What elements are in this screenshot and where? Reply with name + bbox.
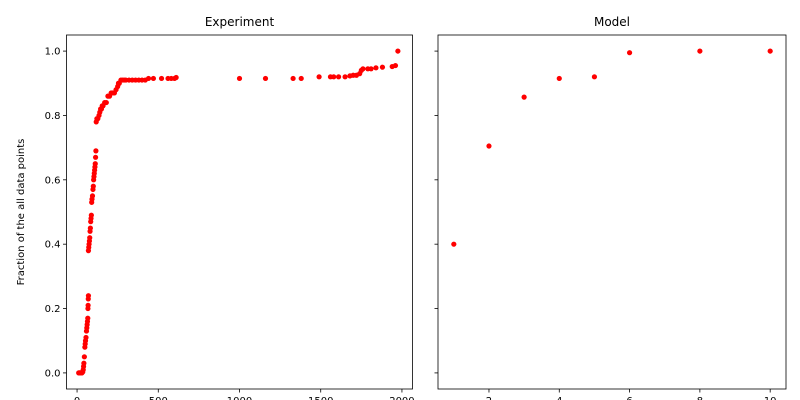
experiment-data-point (88, 212, 94, 218)
experiment-data-point (90, 183, 96, 189)
experiment-data-point (331, 74, 337, 80)
experiment-data-point (87, 225, 93, 231)
model-axes-frame (437, 34, 787, 390)
model-data-point (626, 50, 633, 56)
model-data-point (556, 75, 562, 82)
experiment-data-point (85, 302, 91, 308)
experiment-data-point (368, 66, 374, 72)
experiment-data-point (81, 360, 87, 366)
experiment-data-point (262, 75, 269, 82)
experiment-data-point (290, 75, 296, 82)
experiment-x-tick-label: 1500 (308, 396, 333, 400)
experiment-axes-frame (66, 34, 413, 390)
experiment-data-point (89, 193, 96, 199)
model-x-tick-label: 6 (626, 396, 632, 400)
experiment-data-point (87, 235, 93, 241)
experiment-x-tick-label: 1000 (227, 396, 252, 400)
experiment-data-point (93, 148, 99, 154)
experiment-y-tick-label: 0.4 (45, 240, 61, 251)
experiment-data-point (145, 75, 152, 82)
experiment-data-point (85, 293, 92, 299)
experiment-panel: Experiment Fraction of the all data poin… (16, 15, 415, 400)
experiment-data-point (83, 334, 89, 341)
experiment-data-point (103, 99, 109, 106)
experiment-data-point (85, 315, 91, 321)
experiment-data-point (298, 75, 304, 82)
experiment-x-tick-label: 2000 (389, 396, 414, 400)
experiment-y-tick-label: 0.6 (45, 175, 61, 186)
experiment-data-point (392, 62, 399, 69)
experiment-ticks: 0 500 1000 1500 2000 0.0 0.2 0.4 0.6 0.8 1.0 (45, 47, 415, 400)
experiment-y-tick-label: 0.8 (45, 111, 61, 122)
model-x-tick-label: 2 (486, 396, 492, 400)
experiment-data-point (373, 65, 379, 71)
model-data-point (451, 241, 457, 247)
experiment-points (76, 48, 401, 376)
experiment-data-point (81, 354, 87, 360)
experiment-title: Experiment (205, 15, 275, 29)
experiment-data-point (342, 74, 348, 80)
experiment-y-tick-label: 1.0 (45, 47, 61, 58)
experiment-data-point (158, 75, 165, 82)
model-data-point (486, 143, 492, 149)
experiment-data-point (316, 74, 322, 80)
model-title: Model (594, 15, 630, 29)
model-x-tick-label: 4 (556, 396, 562, 400)
model-ticks: 2 4 6 8 10 (434, 50, 777, 400)
model-x-tick-label: 8 (697, 396, 703, 400)
experiment-data-point (395, 48, 401, 54)
experiment-data-point (379, 64, 386, 70)
experiment-x-tick-label: 500 (149, 396, 168, 400)
experiment-data-point (150, 75, 157, 82)
model-panel: Model 2 4 6 8 10 (434, 15, 787, 400)
experiment-x-tick-label: 0 (74, 396, 80, 400)
experiment-data-point (236, 75, 243, 82)
experiment-y-tick-label: 0.2 (45, 304, 61, 315)
experiment-data-point (92, 154, 99, 160)
model-points (451, 48, 773, 247)
model-data-point (767, 48, 773, 54)
experiment-data-point (92, 161, 98, 167)
experiment-data-point (173, 74, 179, 81)
experiment-data-point (335, 74, 342, 80)
y-axis-label: Fraction of the all data points (16, 139, 27, 286)
model-data-point (697, 48, 703, 54)
experiment-data-point (360, 66, 366, 72)
experiment-y-tick-label: 0.0 (45, 368, 61, 379)
model-data-point (521, 94, 527, 100)
model-x-tick-label: 10 (764, 396, 777, 400)
model-data-point (591, 74, 598, 80)
